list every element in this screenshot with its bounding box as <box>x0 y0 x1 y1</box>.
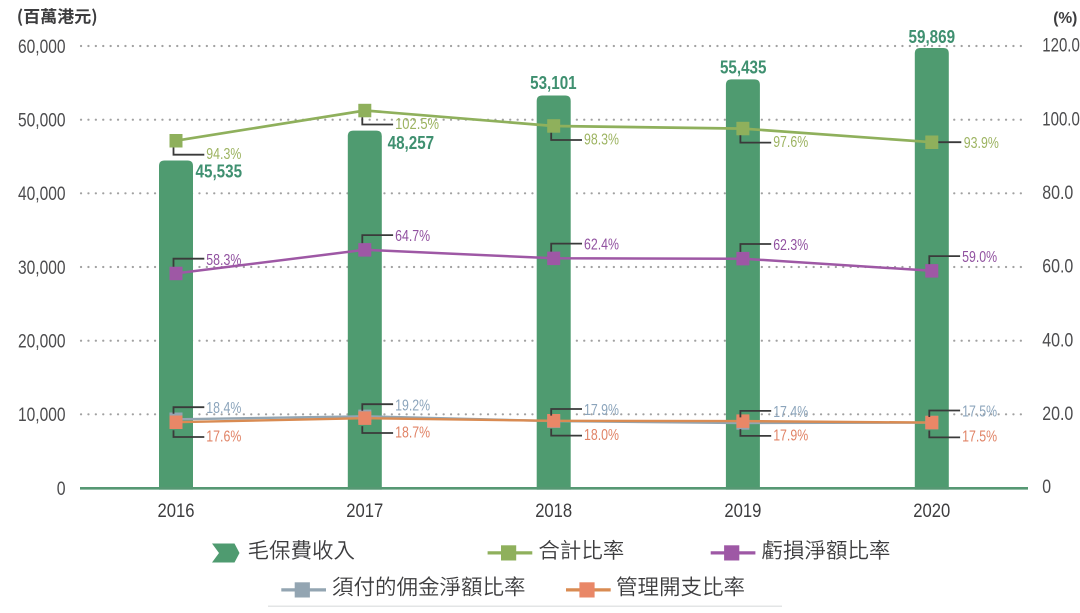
svg-text:20.0: 20.0 <box>1042 404 1073 425</box>
svg-text:97.6%: 97.6% <box>773 134 808 151</box>
svg-text:17.6%: 17.6% <box>206 428 241 445</box>
svg-text:0: 0 <box>57 479 66 500</box>
svg-text:60.0: 60.0 <box>1042 257 1073 278</box>
svg-text:59.0%: 59.0% <box>962 249 997 266</box>
svg-text:40,000: 40,000 <box>18 184 66 205</box>
svg-text:19.2%: 19.2% <box>395 397 430 414</box>
svg-text:48,257: 48,257 <box>388 132 435 153</box>
svg-text:120.0: 120.0 <box>1042 36 1080 57</box>
svg-text:2019: 2019 <box>724 501 761 522</box>
svg-text:40.0: 40.0 <box>1042 330 1073 351</box>
svg-text:64.7%: 64.7% <box>395 228 430 245</box>
svg-text:18.7%: 18.7% <box>395 424 430 441</box>
svg-text:17.9%: 17.9% <box>584 402 619 419</box>
svg-text:10,000: 10,000 <box>18 405 66 426</box>
svg-text:62.4%: 62.4% <box>584 237 619 254</box>
svg-text:100.0: 100.0 <box>1042 109 1080 130</box>
svg-text:98.3%: 98.3% <box>584 131 619 148</box>
svg-text:62.3%: 62.3% <box>773 237 808 254</box>
svg-text:2020: 2020 <box>913 501 950 522</box>
svg-text:2016: 2016 <box>158 501 195 522</box>
svg-text:17.5%: 17.5% <box>962 404 997 421</box>
svg-text:58.3%: 58.3% <box>206 252 241 269</box>
svg-text:2017: 2017 <box>346 501 383 522</box>
svg-text:18.4%: 18.4% <box>206 400 241 417</box>
svg-text:2018: 2018 <box>535 501 572 522</box>
svg-text:60,000: 60,000 <box>18 37 66 58</box>
svg-text:17.5%: 17.5% <box>962 429 997 446</box>
svg-text:80.0: 80.0 <box>1042 183 1073 204</box>
svg-text:50,000: 50,000 <box>18 111 66 132</box>
svg-text:0: 0 <box>1042 477 1051 498</box>
svg-text:17.9%: 17.9% <box>773 427 808 444</box>
svg-text:17.4%: 17.4% <box>773 404 808 421</box>
svg-text:102.5%: 102.5% <box>395 116 439 133</box>
svg-text:53,101: 53,101 <box>530 72 577 93</box>
svg-text:94.3%: 94.3% <box>206 146 241 163</box>
svg-text:45,535: 45,535 <box>196 160 243 181</box>
svg-text:59,869: 59,869 <box>909 26 956 47</box>
svg-text:20,000: 20,000 <box>18 332 66 353</box>
svg-text:18.0%: 18.0% <box>584 427 619 444</box>
svg-text:93.9%: 93.9% <box>964 135 999 152</box>
svg-text:(%): (%) <box>1053 10 1077 27</box>
svg-text:30,000: 30,000 <box>18 258 66 279</box>
svg-text:55,435: 55,435 <box>720 57 767 78</box>
